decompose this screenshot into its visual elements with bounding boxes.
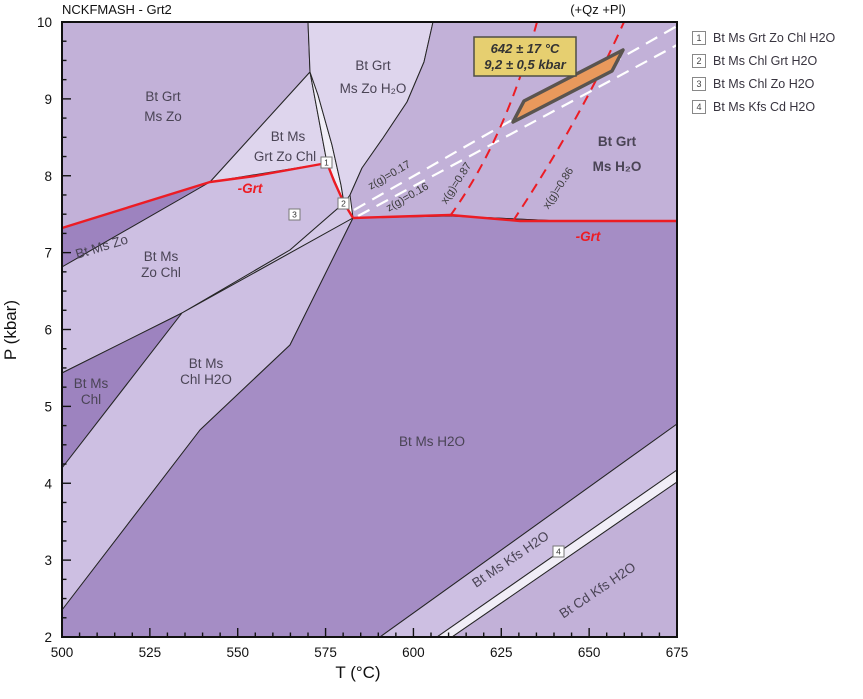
tick-label: 10 — [37, 15, 52, 30]
tick-label: 6 — [44, 323, 52, 338]
legend-item-3: 3 Bt Ms Chl Zo H2O — [692, 72, 835, 95]
label-bt-ms-grt-zo-chl-1: Bt Ms — [271, 129, 306, 144]
legend-item-4: 4 Bt Ms Kfs Cd H2O — [692, 95, 835, 118]
legend-assemblage-label: Bt Ms Kfs Cd H2O — [713, 99, 816, 114]
tick-label: 2 — [44, 630, 52, 645]
label-bt-grt-ms-zo-h2o-1: Bt Grt — [355, 58, 391, 73]
label-bt-ms-chl-h2o-1: Bt Ms — [189, 356, 224, 371]
grt-out-line-left — [61, 161, 328, 230]
marker-3: 3 — [288, 208, 301, 221]
numbered-field-markers: 1 2 3 4 — [288, 156, 565, 558]
tick-label: 550 — [226, 645, 249, 660]
tick-label: 5 — [44, 399, 52, 414]
tick-label: 600 — [402, 645, 425, 660]
marker-4-num: 4 — [556, 547, 561, 557]
label-bt-grt-ms-zo-2: Ms Zo — [144, 109, 182, 124]
marker-2-num: 2 — [341, 199, 346, 209]
label-bt-ms-zo-chl-1: Bt Ms — [144, 249, 179, 264]
tick-label: 575 — [314, 645, 337, 660]
label-bt-ms-h2o: Bt Ms H2O — [399, 434, 465, 449]
label-bt-ms-zo-chl-2: Zo Chl — [141, 265, 181, 280]
tick-label: 4 — [44, 476, 52, 491]
tick-label: 625 — [490, 645, 513, 660]
legend-number-box: 1 — [692, 30, 706, 45]
legend-number-box: 3 — [692, 76, 706, 91]
diagram-title: NCKFMASH - Grt2 — [62, 2, 172, 17]
grt-out-line-right — [352, 213, 677, 223]
isopleth-z016-line — [357, 44, 678, 217]
label-bt-grt-ms-h2o-1: Bt Grt — [598, 134, 637, 149]
tick-label: 8 — [44, 169, 52, 184]
tick-label: 675 — [666, 645, 689, 660]
x-isopleth-lines — [449, 21, 625, 222]
isopleth-x087-line — [449, 21, 538, 217]
marker-1-num: 1 — [324, 158, 329, 168]
marker-2: 2 — [337, 197, 350, 210]
tick-label: 500 — [51, 645, 74, 660]
grt-out-label-right: -Grt — [576, 229, 601, 244]
pt-estimate-temperature: 642 ± 17 °C — [491, 41, 560, 56]
y-axis-ticks: 2 3 4 5 6 7 8 9 10 — [37, 15, 71, 645]
legend-assemblage-label: Bt Ms Chl Grt H2O — [713, 53, 818, 68]
excess-phases-label: (+Qz +Pl) — [570, 2, 626, 17]
legend-item-2: 2 Bt Ms Chl Grt H2O — [692, 49, 835, 72]
marker-3-num: 3 — [292, 210, 297, 220]
x-axis-ticks: 500 525 550 575 600 625 650 675 — [51, 628, 689, 660]
tick-label: 525 — [139, 645, 162, 660]
label-bt-ms-chl-h2o-2: Chl H2O — [180, 372, 232, 387]
z-isopleth-lines — [353, 25, 678, 217]
label-bt-grt-ms-zo-h2o-2: Ms Zo H₂O — [340, 81, 407, 96]
x-axis-title: T (°C) — [335, 663, 380, 682]
tick-label: 7 — [44, 246, 52, 261]
label-bt-grt-ms-h2o-2: Ms H₂O — [593, 159, 642, 174]
legend-number-box: 2 — [692, 53, 706, 68]
tick-label: 3 — [44, 553, 52, 568]
legend-number-box: 4 — [692, 99, 706, 114]
marker-4: 4 — [552, 545, 565, 558]
pt-estimate-pressure: 9,2 ± 0,5 kbar — [484, 57, 567, 72]
pt-estimate-box — [473, 36, 577, 77]
legend-assemblage-label: Bt Ms Chl Zo H2O — [713, 76, 815, 91]
legend-assemblage-label: Bt Ms Grt Zo Chl H2O — [713, 30, 836, 45]
tick-label: 9 — [44, 92, 52, 107]
pt-estimate-ellipse — [511, 48, 625, 124]
grt-out-line-drop — [325, 162, 355, 219]
label-bt-ms-chl-1: Bt Ms — [74, 376, 109, 391]
marker-1: 1 — [320, 156, 333, 169]
label-bt-ms-chl-2: Chl — [81, 392, 101, 407]
tick-label: 650 — [578, 645, 601, 660]
grt-out-label-left: -Grt — [238, 181, 263, 196]
label-bt-ms-grt-zo-chl-2: Grt Zo Chl — [254, 149, 316, 164]
legend: 1 Bt Ms Grt Zo Chl H2O 2 Bt Ms Chl Grt H2O 3… — [692, 26, 835, 118]
y-axis-title: P (kbar) — [1, 300, 20, 360]
legend-item-1: 1 Bt Ms Grt Zo Chl H2O — [692, 26, 835, 49]
garnet-out-lines — [61, 161, 677, 230]
label-bt-grt-ms-zo-1: Bt Grt — [145, 89, 181, 104]
